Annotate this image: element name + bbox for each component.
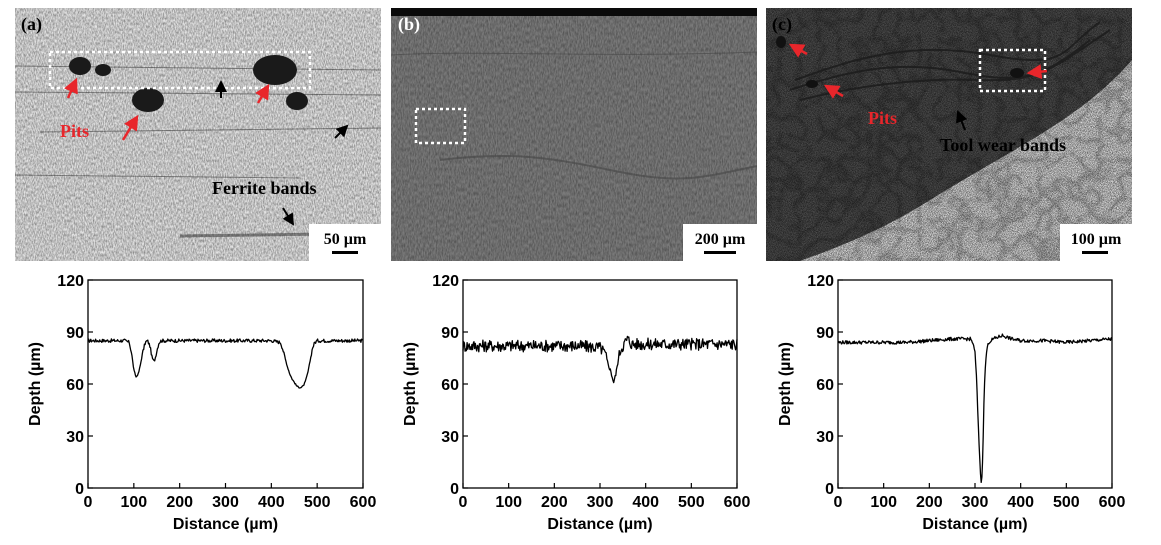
depth-chart-a: 0 100 200 300 400 500 600 0 30 60 90 120 Distance (µ… [27,273,376,533]
y-tick-label: 60 [816,377,834,394]
x-tick-label: 400 [1007,494,1034,511]
y-tick-label: 0 [450,481,459,498]
x-tick-label: 200 [916,494,943,511]
y-tick-label: 120 [432,273,459,290]
x-tick-label: 200 [541,494,568,511]
annotation-pits-a: Pits [60,121,89,141]
plot-frame [837,279,1113,489]
micrograph-b: (b) 200 µm [391,8,757,261]
micrograph-a: (a) Pits Ferrite bands 50 µm [15,8,381,261]
x-axis-label: Distance (µm) [173,516,278,533]
x-tick-label: 500 [1053,494,1080,511]
y-tick-label: 120 [57,273,84,290]
pit-arrows-c [788,43,1048,99]
scalebar-a [332,251,358,254]
x-tick-label: 600 [350,494,377,511]
black-arrows-a [215,80,349,226]
x-tick-label: 400 [632,494,659,511]
annotation-pits-c: Pits [868,108,897,128]
x-tick-label: 600 [1099,494,1126,511]
x-axis-label: Distance (µm) [547,516,652,533]
depth-profile-line [837,333,1113,484]
y-tick-label: 30 [816,429,834,446]
y-tick-label: 60 [66,377,84,394]
x-tick-label: 500 [304,494,331,511]
x-tick-label: 500 [678,494,705,511]
scalebar-bg-c [1060,224,1132,261]
roi-box-a [48,50,312,90]
x-tick-label: 300 [587,494,614,511]
scalebar-label-c: 100 µm [1071,231,1122,248]
y-tick-label: 60 [441,377,459,394]
y-tick-label: 90 [816,325,834,342]
y-axis-label: Depth (µm) [777,342,794,426]
pits-c [776,36,1024,88]
y-tick-label: 30 [66,429,84,446]
scalebar-bg-a [309,224,381,261]
scalebar-b [704,251,736,254]
y-tick-label: 120 [807,273,834,290]
depth-chart-b: 0 100 200 300 400 500 600 0 30 60 90 120 Distance (µ… [402,273,750,533]
x-tick-label: 300 [212,494,239,511]
roi-box-b [414,107,467,145]
x-tick-label: 100 [870,494,897,511]
scalebar-c [1082,251,1108,254]
x-axis-label: Distance (µm) [922,516,1027,533]
annotation-tool-wear-bands: Tool wear bands [940,135,1066,155]
scalebar-label-b: 200 µm [695,231,746,248]
x-tick-label: 0 [459,494,468,511]
y-axis-label: Depth (µm) [27,342,44,426]
y-axis-label: Depth (µm) [402,342,419,426]
depth-chart-c: 0 100 200 300 400 500 600 0 30 60 90 120 Distance (µ… [777,273,1125,533]
panel-label-a: (a) [21,14,42,35]
x-tick-label: 0 [834,494,843,511]
depth-profile-line [87,338,364,389]
x-tick-label: 100 [495,494,522,511]
y-tick-label: 0 [825,481,834,498]
panel-label-b: (b) [398,14,420,35]
scalebar-bg-b [683,224,757,261]
micrograph-c: (c) Pits Tool wear bands 100 µm [766,8,1132,261]
y-tick-label: 30 [441,429,459,446]
pits-a [69,55,308,112]
plot-frame [462,279,738,489]
x-tick-label: 600 [724,494,751,511]
pit-arrows-a [64,77,270,141]
y-tick-label: 90 [66,325,84,342]
scalebar-label-a: 50 µm [324,231,367,248]
x-tick-label: 200 [166,494,193,511]
x-tick-label: 100 [120,494,147,511]
panel-label-c: (c) [772,14,792,35]
x-tick-label: 0 [84,494,93,511]
x-tick-label: 300 [962,494,989,511]
y-tick-label: 90 [441,325,459,342]
x-tick-label: 400 [258,494,285,511]
annotation-ferrite-bands: Ferrite bands [212,178,316,198]
depth-profile-line [462,335,738,384]
plot-frame [87,279,364,489]
surface-edge-b [391,8,757,16]
y-tick-label: 0 [75,481,84,498]
black-arrows-c [956,110,968,131]
